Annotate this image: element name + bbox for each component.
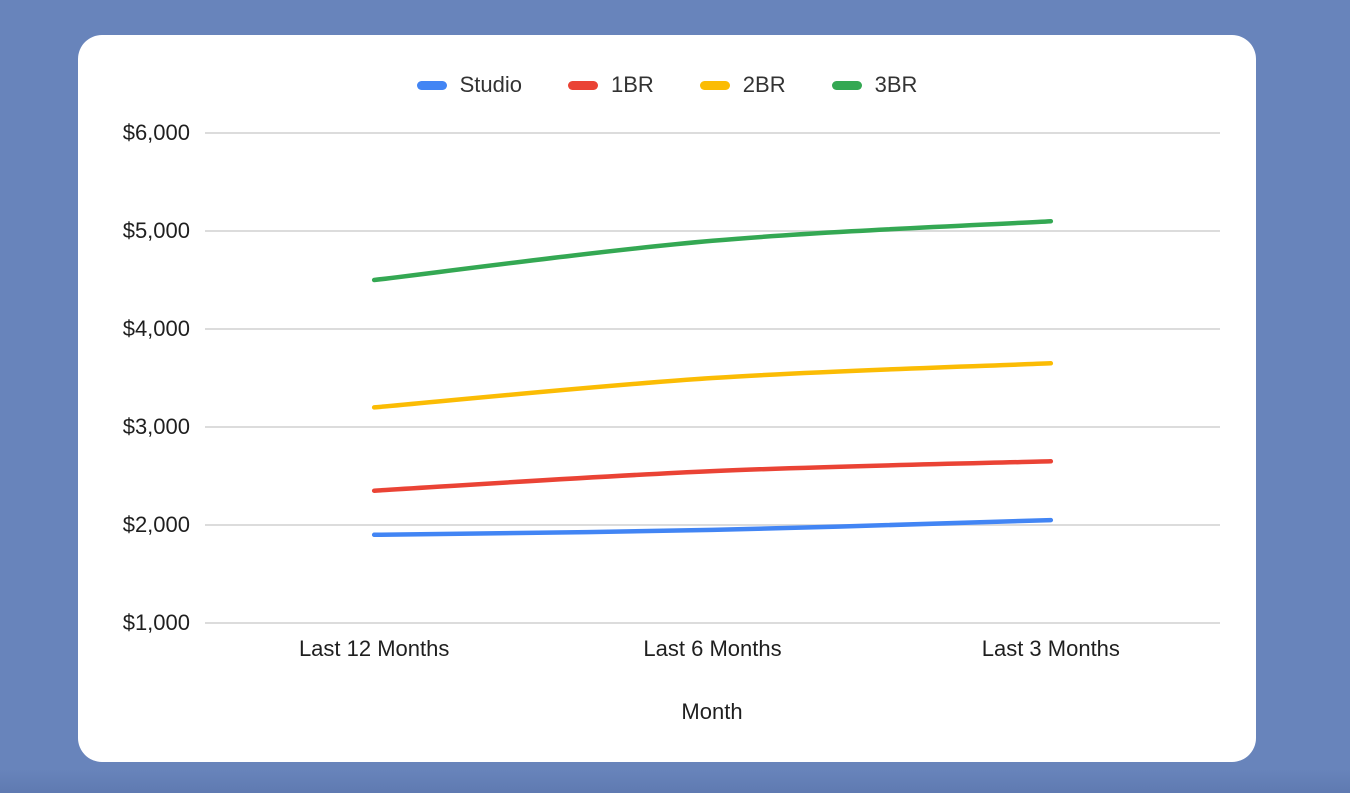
- y-axis-tick-label: $6,000: [122, 120, 190, 145]
- y-axis-tick-label: $1,000: [122, 610, 190, 635]
- y-axis-tick-label: $5,000: [122, 218, 190, 243]
- legend-label: 3BR: [874, 72, 918, 97]
- legend-swatch-2br: [699, 80, 730, 90]
- plot-canvas: [205, 132, 1220, 624]
- legend-label: Studio: [459, 72, 522, 97]
- legend-item-1br: 1BR: [568, 74, 654, 96]
- x-axis-tick-label: Last 3 Months: [981, 636, 1120, 661]
- legend-swatch-3br: [831, 80, 862, 90]
- legend-swatch-1br: [568, 80, 598, 90]
- legend-label: 1BR: [611, 72, 654, 97]
- y-axis-tick-label: $2,000: [122, 512, 190, 537]
- legend-item-2br: 2BR: [699, 72, 786, 97]
- legend-item-3br: 3BR: [831, 72, 918, 97]
- x-axis-title: Month: [681, 699, 743, 724]
- legend-swatch-studio: [416, 80, 447, 90]
- x-axis-tick-label: Last 12 Months: [298, 636, 450, 661]
- legend-label: 2BR: [742, 72, 786, 97]
- series-line-3br: [371, 218, 1054, 283]
- chart-card[interactable]: Studio 1BR 2BR 3BR $6,000 $5,000 $4,000 $3,000…: [78, 35, 1256, 762]
- legend-item-studio: Studio: [416, 72, 522, 97]
- series-line-studio: [371, 517, 1054, 538]
- series-line-2br: [371, 361, 1054, 410]
- y-axis-tick-label: $3,000: [122, 414, 190, 439]
- y-axis-tick-label: $4,000: [122, 316, 190, 341]
- series-line-1br: [371, 459, 1054, 493]
- x-axis-tick-label: Last 6 Months: [643, 636, 782, 661]
- chart-legend: Studio 1BR 2BR 3BR: [78, 71, 1256, 99]
